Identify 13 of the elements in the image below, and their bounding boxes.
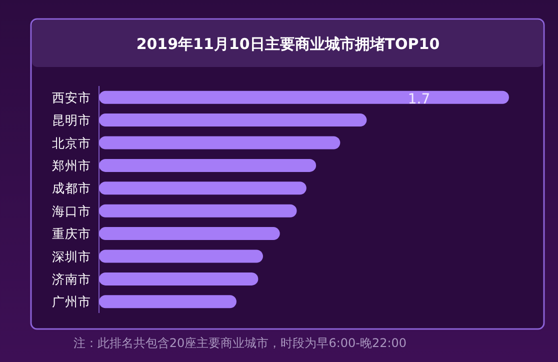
y-tick-label: 北京市 [52,135,91,150]
y-tick-label: 成都市 [52,180,91,196]
y-tick-label: 西安市 [52,90,91,105]
y-tick-label: 海口市 [52,203,91,218]
y-tick-label: 济南市 [52,271,91,286]
y-tick-label: 郑州市 [52,158,91,173]
text: 注：此排名共包含20座主要商业城市，时段为早6:00-晚22:00 [73,336,407,350]
chart-title: 2019年11月10日主要商业城市拥堵TOP10 [136,35,440,53]
y-tick-label: 深圳市 [52,248,91,264]
y-tick-label: 重庆市 [52,226,91,242]
y-tick-label: 广州市 [52,294,91,310]
y-tick-label: 昆明市 [52,112,91,128]
data-label: 1.7 [408,91,430,108]
